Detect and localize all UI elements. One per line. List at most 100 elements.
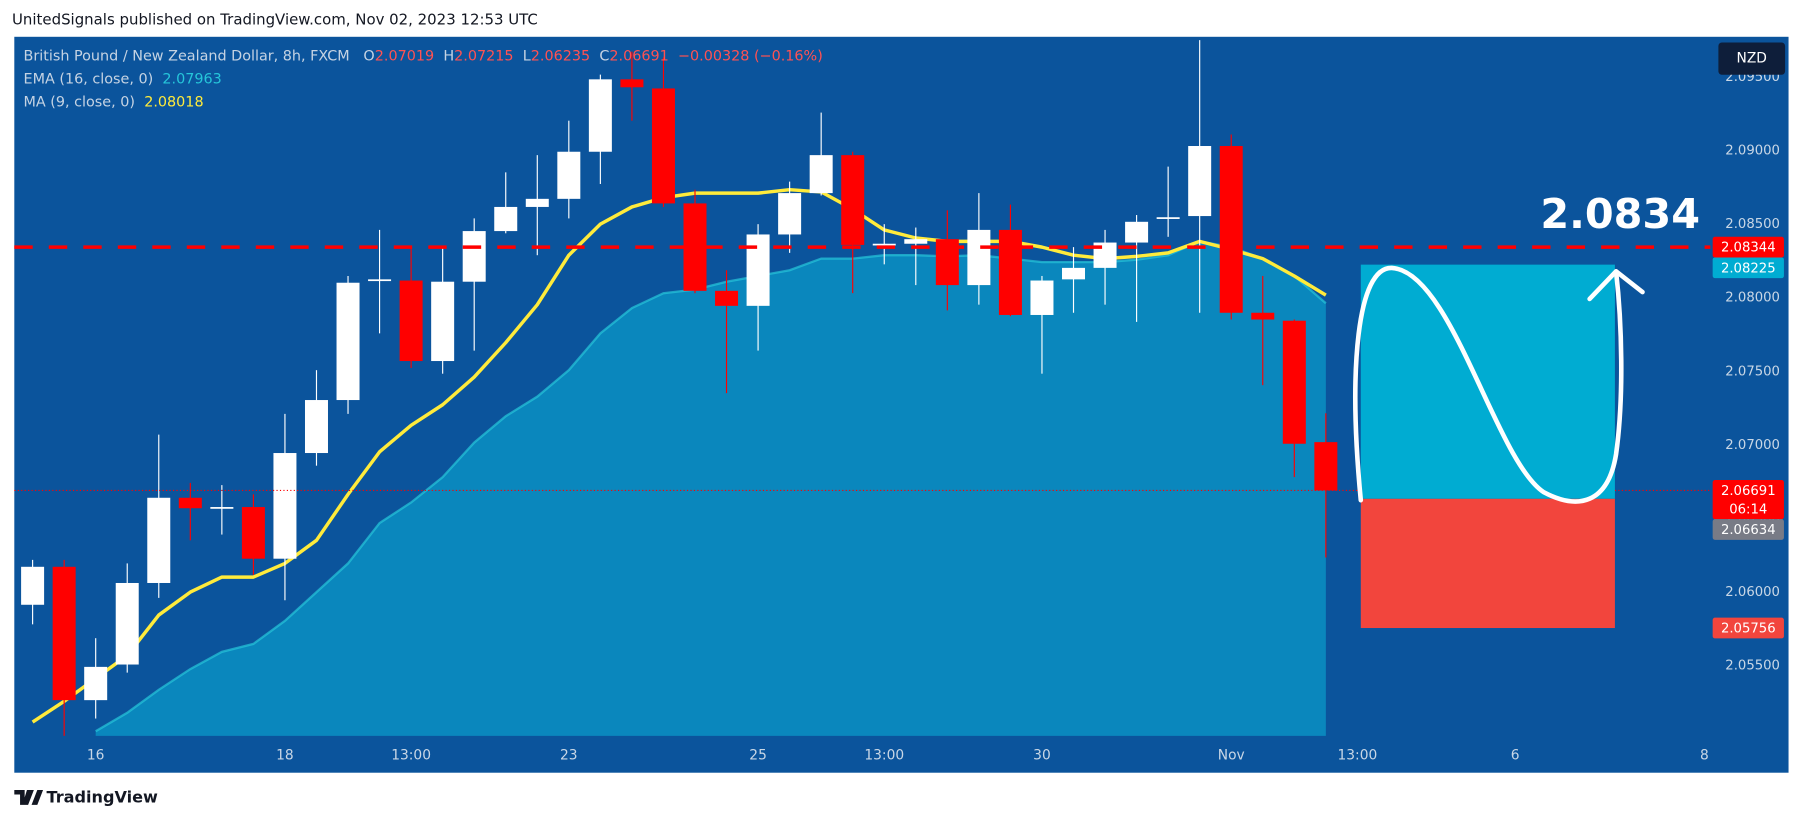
candle-body	[588, 79, 612, 152]
x-tick-label: 13:00	[391, 747, 431, 763]
level-annotation: 2.0834	[1540, 190, 1700, 238]
currency-button-label[interactable]: NZD	[1737, 51, 1767, 67]
change: −0.00328 (−0.16%)	[678, 48, 823, 64]
footer-brand: TradingView	[47, 788, 159, 807]
y-tick-label: 2.06000	[1725, 585, 1780, 600]
level-price-label: 2.08344	[1721, 241, 1776, 256]
ma-name: MA (9, close, 0)	[24, 94, 136, 110]
y-tick-label: 2.09000	[1725, 144, 1780, 159]
candle-body	[1314, 442, 1338, 491]
ema-line	[95, 240, 1327, 733]
candle-body	[1156, 217, 1180, 219]
x-tick-label: 13:00	[1338, 747, 1378, 763]
entry-price-label-box	[1712, 519, 1784, 540]
candle-body	[273, 453, 297, 559]
candle-body	[115, 582, 139, 665]
entry-price-label: 2.06634	[1721, 523, 1776, 538]
legend-ma-row: MA (9, close, 0) 2.08018	[24, 94, 204, 110]
x-tick-label: 18	[276, 747, 294, 763]
ema-name: EMA (16, close, 0)	[24, 71, 154, 87]
candle-body	[52, 566, 76, 701]
legend-ema-row: EMA (16, close, 0) 2.07963	[24, 71, 222, 87]
symbol: British Pound / New Zealand Dollar, 8h, …	[24, 48, 350, 64]
y-tick-label: 2.08500	[1725, 217, 1780, 232]
y-tick-label: 2.07000	[1725, 438, 1780, 453]
candle-body	[1062, 267, 1086, 280]
candle-body	[494, 206, 518, 232]
low-prefix: L	[523, 48, 531, 64]
candle-body	[1093, 242, 1117, 268]
y-tick-label: 2.07500	[1725, 364, 1780, 379]
candle-body	[998, 229, 1022, 315]
ma-value: 2.08018	[144, 94, 203, 110]
publish-header: UnitedSignals published on TradingView.c…	[12, 11, 538, 29]
ema-area	[95, 241, 1326, 736]
candle-body	[431, 281, 455, 362]
open-value: 2.07019	[375, 48, 434, 64]
candle-body	[841, 155, 865, 245]
stop-zone	[1360, 498, 1615, 629]
candle-body	[399, 280, 423, 362]
x-tick-label: 25	[749, 747, 767, 763]
candle-body	[462, 231, 486, 282]
ema-layer	[95, 240, 1327, 736]
x-tick-label: 6	[1511, 747, 1520, 763]
x-tick-label: 8	[1700, 747, 1709, 763]
low-value: 2.06235	[531, 48, 590, 64]
stop-price-label-box	[1712, 617, 1784, 639]
x-tick-label: 30	[1033, 747, 1051, 763]
close-prefix: C	[599, 48, 609, 64]
x-tick-label: 13:00	[864, 747, 904, 763]
candle-body	[1030, 280, 1054, 315]
position-layer	[1360, 264, 1615, 629]
candle-body	[778, 193, 802, 235]
candle-body	[651, 88, 675, 204]
candle-body	[872, 243, 896, 246]
candle-body	[715, 290, 739, 306]
candle-body	[557, 151, 581, 199]
candle-body	[620, 79, 644, 88]
candle-body	[746, 234, 770, 306]
ema-value: 2.07963	[162, 71, 221, 87]
target-zone	[1360, 264, 1615, 499]
levels-layer: 2.0834	[14, 190, 1711, 491]
candle-body	[336, 282, 360, 401]
candle-body	[1251, 312, 1275, 320]
candle-body	[178, 497, 202, 509]
candle-body	[84, 666, 108, 701]
level-price-label-box	[1712, 236, 1784, 258]
stop-price-label: 2.05756	[1721, 622, 1776, 637]
legend-symbol-row: British Pound / New Zealand Dollar, 8h, …	[24, 48, 823, 64]
open-prefix: O	[363, 48, 374, 64]
candle-body	[1125, 221, 1149, 243]
candle-body	[1282, 320, 1306, 444]
close-value: 2.06691	[609, 48, 668, 64]
y-tick-label: 2.08000	[1725, 291, 1780, 306]
target-price-label-box	[1712, 257, 1784, 279]
drawn-curve	[1353, 265, 1624, 504]
y-tick-label: 2.05500	[1725, 659, 1780, 674]
candle-body	[809, 155, 833, 194]
candle-body	[368, 279, 392, 282]
candle-body	[210, 507, 234, 509]
currency-button[interactable]	[1718, 42, 1786, 75]
candle-body	[304, 400, 328, 454]
countdown-label: 06:14	[1729, 502, 1767, 517]
candle-body	[241, 507, 265, 559]
target-price-label: 2.08225	[1721, 261, 1776, 276]
footer: TradingView	[14, 788, 158, 807]
axes-layer: 2.055002.060002.065002.070002.075002.080…	[87, 70, 1784, 763]
candle-body	[683, 203, 707, 291]
high-value: 2.07215	[454, 48, 513, 64]
candle-body	[935, 239, 959, 286]
drawn-arrow	[1587, 269, 1645, 302]
candle-body	[967, 229, 991, 286]
current-price-label: 2.06691	[1721, 484, 1776, 499]
x-tick-label: Nov	[1218, 747, 1245, 763]
candle-body	[525, 198, 549, 207]
candle-body	[147, 497, 171, 583]
high-prefix: H	[443, 48, 454, 64]
candle-body	[904, 239, 928, 244]
legend: British Pound / New Zealand Dollar, 8h, …	[24, 48, 823, 110]
